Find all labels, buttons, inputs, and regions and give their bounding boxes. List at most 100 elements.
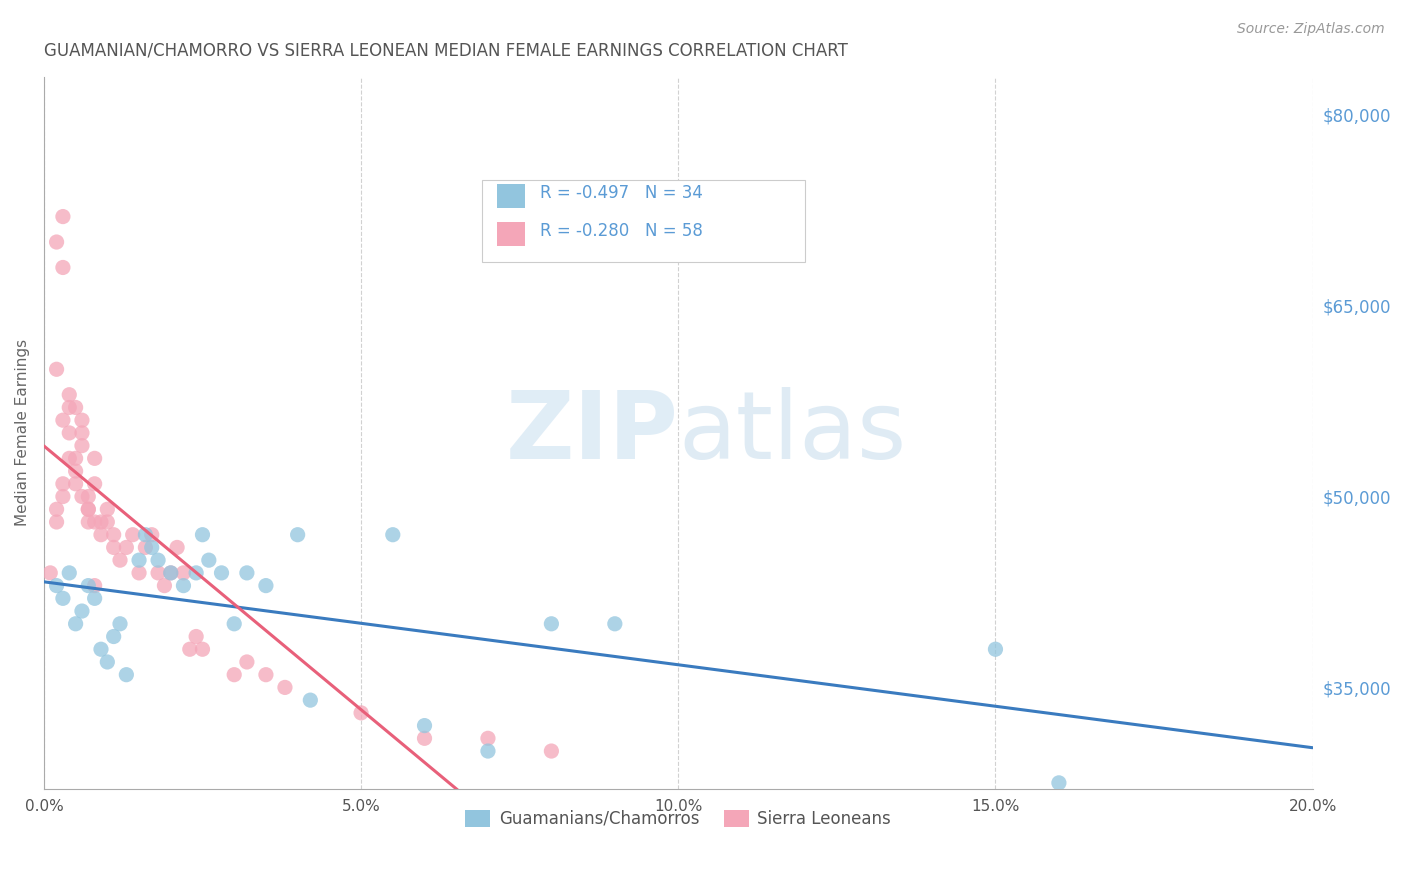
Point xyxy=(299,693,322,707)
Point xyxy=(90,527,112,541)
Point xyxy=(83,579,105,593)
Bar xyxy=(496,184,524,208)
Point xyxy=(52,476,75,491)
Text: GUAMANIAN/CHAMORRO VS SIERRA LEONEAN MEDIAN FEMALE EARNINGS CORRELATION CHART: GUAMANIAN/CHAMORRO VS SIERRA LEONEAN MED… xyxy=(44,42,848,60)
Point xyxy=(236,655,259,669)
Bar xyxy=(496,222,524,246)
Point xyxy=(159,566,181,580)
Text: ZIP: ZIP xyxy=(505,387,678,479)
Point xyxy=(115,541,138,555)
Point xyxy=(83,515,105,529)
Point xyxy=(70,413,93,427)
Point xyxy=(70,439,93,453)
Point xyxy=(65,401,87,415)
Point xyxy=(45,235,67,249)
Point xyxy=(540,616,562,631)
Point xyxy=(172,566,194,580)
Point xyxy=(236,566,259,580)
Point xyxy=(108,616,131,631)
Point xyxy=(45,502,67,516)
Point xyxy=(90,642,112,657)
Point xyxy=(381,527,404,541)
Point xyxy=(477,731,499,746)
Point xyxy=(254,667,277,681)
Point xyxy=(52,591,75,606)
Point xyxy=(96,502,118,516)
Point xyxy=(153,579,176,593)
Point xyxy=(52,260,75,275)
Point xyxy=(413,731,436,746)
Point xyxy=(211,566,233,580)
Point xyxy=(77,502,100,516)
Point xyxy=(198,553,221,567)
Point xyxy=(224,667,246,681)
Point xyxy=(287,527,309,541)
Point xyxy=(103,630,125,644)
Point xyxy=(65,464,87,478)
Text: R = -0.497   N = 34: R = -0.497 N = 34 xyxy=(540,184,703,202)
Point xyxy=(141,527,163,541)
Point xyxy=(96,655,118,669)
Point xyxy=(159,566,181,580)
Point xyxy=(58,425,80,440)
Point xyxy=(45,579,67,593)
Point xyxy=(191,642,214,657)
Point xyxy=(77,579,100,593)
Point xyxy=(1047,776,1070,790)
Point xyxy=(45,515,67,529)
Point xyxy=(166,541,188,555)
Point xyxy=(108,553,131,567)
Point xyxy=(77,502,100,516)
Point xyxy=(103,527,125,541)
Point xyxy=(121,527,143,541)
Point xyxy=(477,744,499,758)
Point xyxy=(146,566,169,580)
Point xyxy=(52,210,75,224)
Point xyxy=(52,490,75,504)
Point xyxy=(141,541,163,555)
Point xyxy=(70,604,93,618)
Point xyxy=(984,642,1007,657)
Point xyxy=(58,566,80,580)
Point xyxy=(65,616,87,631)
Point xyxy=(186,566,208,580)
Point xyxy=(70,490,93,504)
Point xyxy=(83,476,105,491)
Point xyxy=(224,616,246,631)
Point xyxy=(83,591,105,606)
Point xyxy=(128,553,150,567)
Point xyxy=(274,681,297,695)
Point xyxy=(52,413,75,427)
Point xyxy=(65,451,87,466)
Point xyxy=(103,541,125,555)
Point xyxy=(58,451,80,466)
Point xyxy=(77,490,100,504)
Point xyxy=(90,515,112,529)
Point xyxy=(65,476,87,491)
Point xyxy=(128,566,150,580)
Point xyxy=(39,566,62,580)
Point xyxy=(134,527,156,541)
FancyBboxPatch shape xyxy=(482,180,806,262)
Point xyxy=(70,425,93,440)
Point xyxy=(45,362,67,376)
Y-axis label: Median Female Earnings: Median Female Earnings xyxy=(15,339,30,526)
Text: atlas: atlas xyxy=(678,387,907,479)
Text: Source: ZipAtlas.com: Source: ZipAtlas.com xyxy=(1237,22,1385,37)
Point xyxy=(172,579,194,593)
Point xyxy=(134,541,156,555)
Point xyxy=(186,630,208,644)
Point xyxy=(191,527,214,541)
Point xyxy=(58,401,80,415)
Point xyxy=(146,553,169,567)
Point xyxy=(83,451,105,466)
Point xyxy=(115,667,138,681)
Point xyxy=(603,616,626,631)
Text: R = -0.280   N = 58: R = -0.280 N = 58 xyxy=(540,222,703,240)
Point xyxy=(350,706,373,720)
Legend: Guamanians/Chamorros, Sierra Leoneans: Guamanians/Chamorros, Sierra Leoneans xyxy=(458,803,898,834)
Point xyxy=(77,515,100,529)
Point xyxy=(58,388,80,402)
Point xyxy=(413,718,436,732)
Point xyxy=(179,642,201,657)
